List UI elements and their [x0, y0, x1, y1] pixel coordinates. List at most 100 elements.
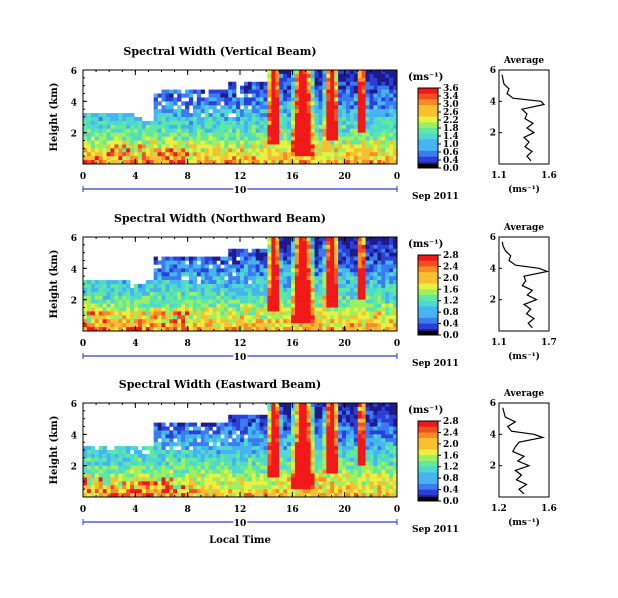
heatmap-cell [365, 299, 370, 304]
heatmap-cell [247, 453, 253, 459]
heatmap-cell [267, 276, 272, 281]
heatmap-cell [208, 276, 213, 281]
heatmap-cell [345, 315, 351, 320]
heatmap-cell [122, 144, 127, 149]
heatmap-cell [102, 152, 107, 157]
heatmap-cell [275, 291, 280, 297]
heatmap-cell [251, 315, 256, 320]
heatmap-cell [389, 291, 394, 297]
heatmap-cell [345, 152, 351, 157]
heatmap-cell [302, 240, 308, 246]
heatmap-cell [236, 481, 241, 486]
heatmap-cell [192, 438, 198, 443]
heatmap-cell [255, 430, 260, 435]
heatmap-cell [236, 303, 241, 308]
heatmap-cell [188, 473, 194, 478]
heatmap-cell [357, 160, 362, 165]
heatmap-cell [353, 457, 359, 463]
heatmap-cell [279, 93, 284, 98]
heatmap-cell [349, 406, 355, 412]
heatmap-cell [204, 264, 209, 269]
heatmap-cell [326, 291, 331, 297]
heatmap-cell [330, 284, 335, 289]
heatmap-cell [267, 295, 272, 300]
heatmap-cell [204, 481, 209, 486]
heatmap-cell [322, 105, 327, 110]
heatmap-cell [353, 77, 359, 83]
heatmap-cell [291, 140, 296, 145]
heatmap-cell [287, 284, 292, 289]
heatmap-cell [385, 457, 390, 463]
heatmap-cell [291, 113, 296, 118]
heatmap-cell [165, 156, 170, 161]
heatmap-cell [393, 97, 398, 102]
heatmap-cell [294, 414, 300, 419]
heatmap-cell [161, 438, 166, 443]
heatmap-cell [393, 406, 398, 412]
heatmap-cell [291, 319, 296, 324]
heatmap-cell [247, 109, 253, 114]
heatmap-cell [393, 93, 398, 98]
heatmap-cell [106, 461, 111, 466]
heatmap-cell [83, 323, 88, 328]
heatmap-cell [224, 307, 229, 312]
heatmap-cell [224, 132, 229, 137]
heatmap-cell [181, 442, 186, 447]
heatmap-cell [114, 152, 119, 157]
heatmap-cell [98, 287, 103, 293]
heatmap-cell [353, 268, 359, 273]
heatmap-cell [385, 124, 390, 130]
heatmap-cell [200, 430, 205, 435]
heatmap-cell [204, 120, 209, 126]
heatmap-cell [393, 101, 398, 106]
heatmap-cell [373, 128, 378, 133]
heatmap-cell [188, 453, 194, 459]
heatmap-cell [326, 105, 331, 110]
heatmap-cell [330, 319, 335, 324]
heatmap-cell [310, 287, 315, 293]
heatmap-cell [322, 280, 327, 285]
heatmap-cell [385, 403, 390, 408]
heatmap-cell [255, 124, 260, 130]
heatmap-cell [302, 276, 308, 281]
heatmap-cell [369, 450, 374, 455]
heatmap-cell [389, 113, 394, 118]
heatmap-cell [247, 287, 253, 293]
heatmap-cell [349, 120, 355, 126]
heatmap-cell [232, 287, 237, 293]
heatmap-cell [255, 465, 260, 470]
heatmap-cell [310, 237, 315, 242]
heatmap-cell [377, 489, 382, 494]
heatmap-cell [271, 85, 276, 90]
heatmap-cell [243, 287, 249, 293]
heatmap-cell [130, 489, 135, 494]
heatmap-cell [228, 284, 233, 289]
heatmap-cell [220, 461, 225, 466]
heatmap-cell [369, 256, 374, 261]
average-x-tick-label: 1.1 [491, 171, 507, 181]
heatmap-cell [357, 276, 362, 281]
heatmap-cell [224, 493, 229, 498]
heatmap-cell [275, 418, 280, 423]
heatmap-cell [126, 152, 131, 157]
heatmap-cell [181, 272, 186, 277]
heatmap-cell [161, 303, 166, 308]
heatmap-cell [122, 465, 127, 470]
heatmap-cell [310, 256, 315, 261]
heatmap-cell [353, 469, 359, 474]
heatmap-cell [361, 140, 366, 145]
heatmap-cell [90, 485, 96, 490]
heatmap-cell [220, 299, 225, 304]
heatmap-cell [318, 248, 323, 253]
heatmap-cell [287, 93, 292, 98]
heatmap-cell [243, 101, 249, 106]
heatmap-cell [161, 89, 166, 94]
heatmap-cell [153, 295, 158, 300]
heatmap-cell [228, 307, 233, 312]
heatmap-cell [236, 109, 241, 114]
heatmap-cell [153, 485, 158, 490]
heatmap-cell [294, 140, 300, 145]
heatmap-cell [102, 461, 107, 466]
heatmap-cell [126, 481, 131, 486]
heatmap-cell [255, 414, 260, 419]
